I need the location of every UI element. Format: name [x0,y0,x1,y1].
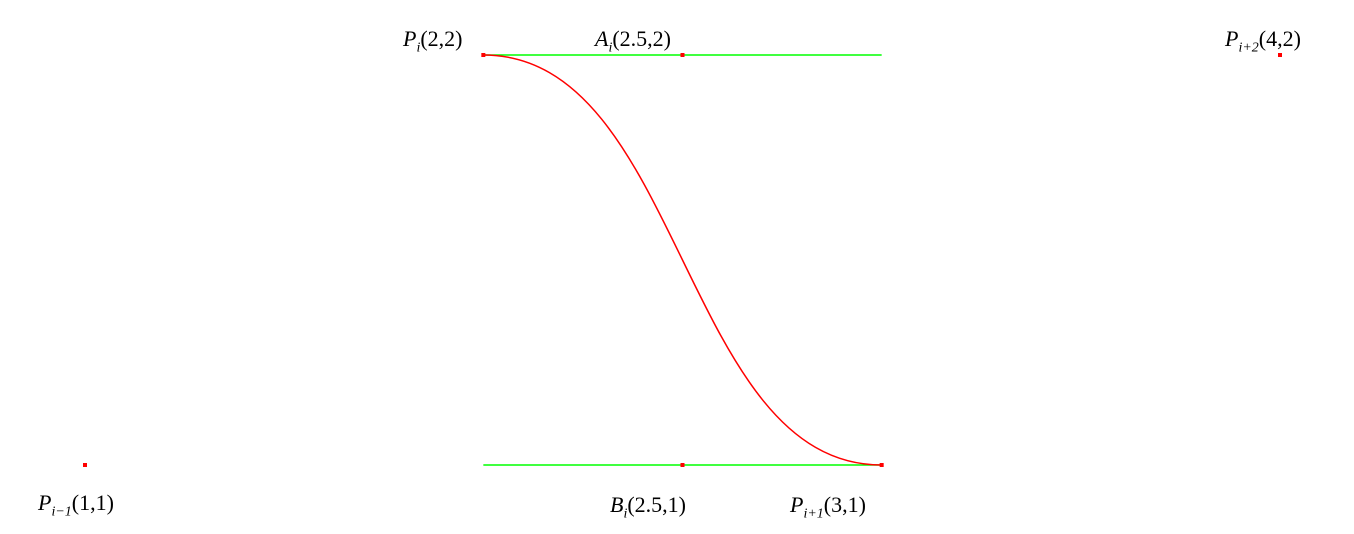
label-P_i: Pi(2,2) [403,26,463,56]
label-P_im1: Pi−1(1,1) [38,490,114,520]
label-P_ip2: Pi+2(4,2) [1225,26,1301,56]
point-A_i [681,53,685,57]
label-B_i: Bi(2.5,1) [610,492,686,522]
label-A_i: Ai(2.5,2) [595,26,671,56]
bezier-curve [483,55,881,465]
point-P_i [481,53,485,57]
point-B_i [681,463,685,467]
label-P_ip1: Pi+1(3,1) [790,492,866,522]
diagram-canvas [0,0,1354,534]
point-P_ip1 [880,463,884,467]
point-P_im1 [83,463,87,467]
